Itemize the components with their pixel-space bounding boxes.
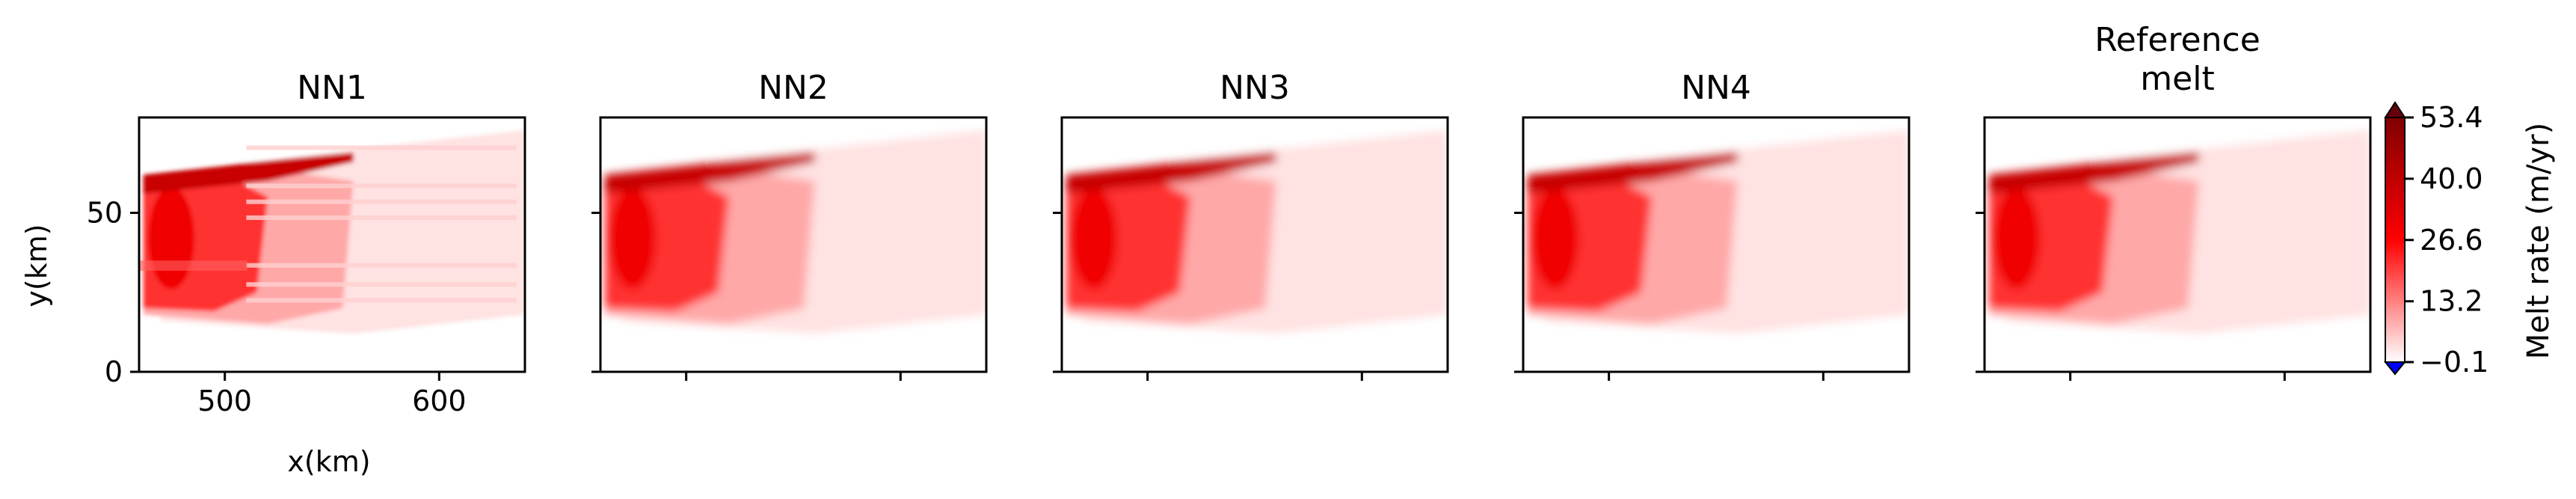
colorbar-tick-label: 26.6 xyxy=(2420,224,2483,257)
panel-title: NN1 xyxy=(297,69,367,107)
axes-frame xyxy=(1522,116,1911,373)
colorbar-ticks: 53.4 40.0 26.6 13.2 −0.1 xyxy=(2405,101,2489,379)
colorbar-tick-label: 40.0 xyxy=(2420,162,2483,195)
panel-2: NN2 xyxy=(591,69,988,381)
melt-field xyxy=(1985,117,2370,372)
panel-title: Reference melt xyxy=(2094,21,2260,98)
colorbar-tick-label: −0.1 xyxy=(2420,346,2489,379)
panel-title: NN4 xyxy=(1681,69,1751,107)
colorbar-label: Melt rate (m/yr) xyxy=(2521,123,2556,359)
colorbar: 53.4 40.0 26.6 13.2 −0.1 Melt rate (m/yr) xyxy=(2383,101,2556,379)
panel-4: NN4 xyxy=(1514,69,1911,381)
axes-frame xyxy=(1983,116,2372,373)
axes-frame xyxy=(599,116,988,373)
melt-field xyxy=(1062,117,1448,372)
axes-frame xyxy=(1060,116,1449,373)
x-axis-label: x(km) xyxy=(287,445,370,478)
panel-title: NN3 xyxy=(1220,69,1290,107)
y-axis-label: y(km) xyxy=(20,224,53,307)
panel-5: Reference melt xyxy=(1976,21,2372,381)
colorbar-extend-over xyxy=(2384,101,2406,118)
y-tick-label: 0 xyxy=(105,355,123,388)
melt-field xyxy=(600,117,986,372)
y-tick-label: 50 xyxy=(87,197,123,230)
colorbar-tick-label: 13.2 xyxy=(2420,285,2483,318)
colorbar-extend-under xyxy=(2383,361,2407,376)
melt-field xyxy=(139,117,525,372)
x-tick-label: 600 xyxy=(412,385,467,417)
colorbar-tick-label: 53.4 xyxy=(2420,101,2483,134)
panel-1: NN1 500 600 0 50 xyxy=(87,69,526,417)
panel-title: NN2 xyxy=(758,69,829,107)
axes-frame xyxy=(138,116,526,373)
heatmap-panels: NN1 500 600 0 50 NN2 NN3 NN4 Reference melt xyxy=(87,21,2372,417)
panel-3: NN3 xyxy=(1053,69,1449,381)
x-tick-label: 500 xyxy=(197,385,252,417)
colorbar-gradient xyxy=(2385,117,2406,363)
melt-field xyxy=(1523,117,1909,372)
